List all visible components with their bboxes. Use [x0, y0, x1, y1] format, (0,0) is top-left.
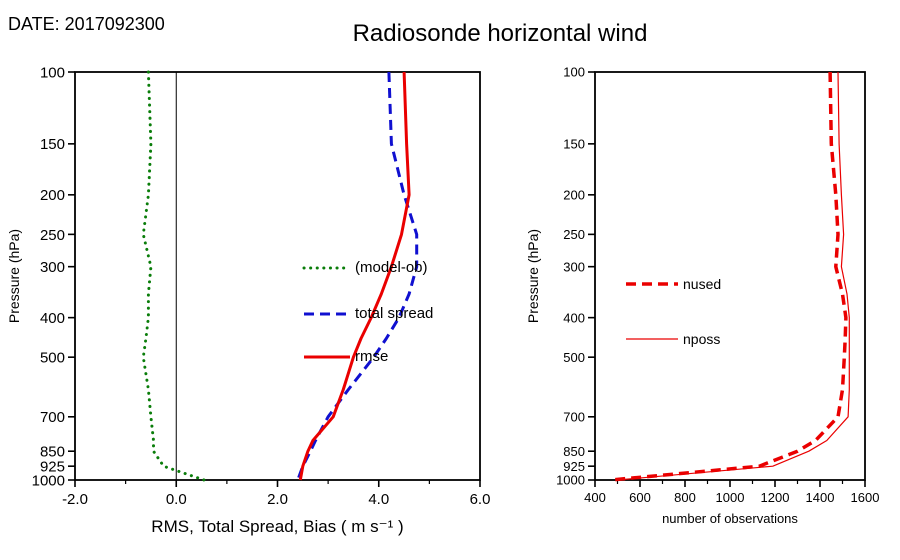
y-tick-label: 250: [563, 227, 585, 242]
legend-entry-nposs: nposs: [624, 331, 720, 347]
y-tick-label: 700: [563, 409, 585, 424]
x-tick-label: 4.0: [368, 491, 389, 508]
y-tick-label: 300: [563, 259, 585, 274]
x-tick-label: 6.0: [470, 491, 491, 508]
y-tick-label: 300: [40, 259, 65, 276]
x-tick-label: -2.0: [62, 491, 88, 508]
legend-label-model-ob: (model-ob): [355, 259, 428, 276]
left-x-axis-label: RMS, Total Spread, Bias ( m s⁻¹ ): [151, 517, 404, 536]
plot-frame: [74, 71, 481, 481]
y-tick-label: 925: [40, 459, 65, 476]
right-x-axis-label: number of observations: [662, 511, 798, 526]
x-tick-label: 600: [629, 490, 651, 505]
y-tick-label: 850: [563, 444, 585, 459]
right-y-axis-label: Pressure (hPa): [525, 228, 541, 324]
legend-entry-rmse: rmse: [302, 348, 388, 365]
y-tick-label: 200: [563, 188, 585, 203]
legend-entry-total-spread: total spread: [302, 305, 433, 322]
y-tick-label: 500: [563, 350, 585, 365]
y-tick-label: 150: [40, 136, 65, 153]
y-tick-label: 400: [563, 310, 585, 325]
legend-line-nposs: [626, 338, 678, 340]
legend-label-rmse: rmse: [355, 348, 389, 365]
legend-label-nposs: nposs: [683, 331, 721, 347]
x-tick-label: 1400: [806, 490, 835, 505]
x-tick-label: 1200: [761, 490, 790, 505]
y-tick-label: 925: [563, 459, 585, 474]
y-tick-label: 100: [40, 64, 65, 81]
series-rmse: [298, 71, 411, 481]
legend-line-nused: [626, 282, 678, 286]
y-tick-label: 500: [40, 350, 65, 367]
x-tick-label: 1000: [716, 490, 745, 505]
y-tick-label: 1000: [32, 472, 65, 489]
x-tick-label: 1600: [851, 490, 880, 505]
y-tick-label: 200: [40, 187, 65, 204]
legend-line-model-ob: [302, 266, 352, 269]
series-nused: [610, 71, 848, 482]
date-label: DATE: 2017092300: [8, 14, 165, 34]
x-tick-label: 0.0: [166, 491, 187, 508]
legend-label-nused: nused: [683, 276, 722, 292]
x-tick-label: 400: [584, 490, 606, 505]
series-total-spread: [296, 71, 419, 481]
y-tick-label: 850: [40, 444, 65, 461]
series-model-ob: [141, 70, 206, 482]
y-tick-label: 400: [40, 310, 65, 327]
legend-label-total-spread: total spread: [355, 305, 434, 322]
x-tick-label: 2.0: [267, 491, 288, 508]
chart-title: Radiosonde horizontal wind: [352, 20, 648, 47]
y-tick-label: 1000: [556, 473, 585, 488]
y-tick-label: 150: [563, 137, 585, 152]
y-tick-label: 100: [563, 65, 585, 80]
y-tick-label: 250: [40, 227, 65, 244]
legend-entry-model-ob: (model-ob): [302, 259, 428, 276]
legend-entry-nused: nused: [624, 276, 721, 292]
y-tick-label: 700: [40, 409, 65, 426]
left-y-axis-label: Pressure (hPa): [6, 228, 22, 324]
legend-line-total-spread: [304, 312, 350, 315]
x-tick-label: 800: [674, 490, 696, 505]
legend-line-rmse: [304, 355, 350, 358]
series-nposs: [617, 71, 850, 481]
